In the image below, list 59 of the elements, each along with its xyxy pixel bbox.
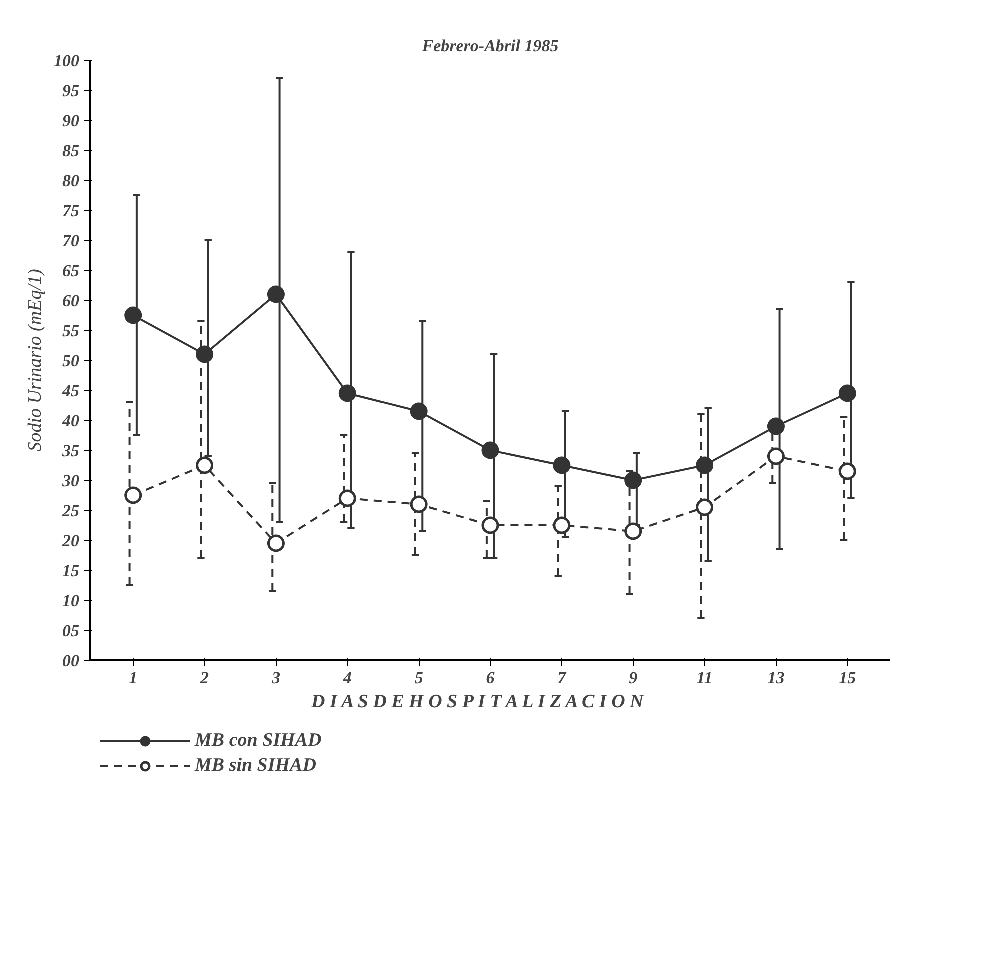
point xyxy=(196,456,214,474)
point xyxy=(338,490,356,508)
y-tick-label: 45 xyxy=(62,382,80,400)
y-tick-label: 100 xyxy=(54,52,80,70)
legend-label: MB con SIHAD xyxy=(195,730,322,752)
chart-title: Febrero-Abril 1985 xyxy=(421,36,560,56)
y-tick-label: 90 xyxy=(62,112,80,130)
point xyxy=(410,496,428,514)
point xyxy=(338,384,356,402)
y-tick-label: 35 xyxy=(62,442,80,460)
y-tick-label: 75 xyxy=(62,202,80,220)
point xyxy=(696,498,714,516)
y-tick-label: 00 xyxy=(62,652,80,670)
y-tick-label: 95 xyxy=(62,82,80,100)
point xyxy=(696,456,714,474)
point xyxy=(553,456,571,474)
x-tick-label: 7 xyxy=(558,668,568,688)
y-tick-label: 80 xyxy=(62,172,80,190)
x-tick-label: 2 xyxy=(200,668,210,688)
x-tick-label: 13 xyxy=(768,668,786,688)
y-tick-label: 60 xyxy=(62,292,80,310)
x-tick-label: 4 xyxy=(342,668,352,688)
point xyxy=(482,442,500,460)
point xyxy=(267,534,285,552)
point xyxy=(124,486,142,504)
point xyxy=(767,448,785,466)
point xyxy=(624,472,642,490)
y-tick-label: 40 xyxy=(62,412,80,430)
point xyxy=(838,384,856,402)
point xyxy=(767,418,785,436)
point xyxy=(196,346,214,364)
point xyxy=(553,516,571,534)
y-tick-label: 20 xyxy=(62,532,80,550)
legend-label: MB sin SIHAD xyxy=(195,755,316,777)
x-axis-title: D I A S D E H O S P I T A L I Z A C I O N xyxy=(310,692,646,712)
y-tick-label: 50 xyxy=(62,352,80,370)
x-tick-label: 11 xyxy=(696,668,713,688)
y-axis-title: Sodio Urinario (mEq/1) xyxy=(25,269,46,452)
point xyxy=(124,306,142,324)
y-tick-label: 55 xyxy=(62,322,80,340)
y-tick-label: 05 xyxy=(62,622,80,640)
point xyxy=(838,462,856,480)
y-tick-label: 15 xyxy=(62,562,80,580)
y-tick-label: 10 xyxy=(62,592,80,610)
point xyxy=(482,516,500,534)
point xyxy=(410,402,428,420)
x-tick-label: 6 xyxy=(486,668,496,688)
y-tick-label: 85 xyxy=(62,142,80,160)
point xyxy=(267,286,285,304)
x-tick-label: 5 xyxy=(414,668,424,688)
y-tick-label: 25 xyxy=(62,502,80,520)
y-tick-label: 65 xyxy=(62,262,80,280)
x-tick-label: 3 xyxy=(270,668,281,688)
x-tick-label: 9 xyxy=(629,668,638,688)
point xyxy=(624,522,642,540)
x-tick-label: 15 xyxy=(839,668,857,688)
x-tick-label: 1 xyxy=(129,668,138,688)
y-tick-label: 30 xyxy=(62,472,80,490)
y-tick-label: 70 xyxy=(62,232,80,250)
